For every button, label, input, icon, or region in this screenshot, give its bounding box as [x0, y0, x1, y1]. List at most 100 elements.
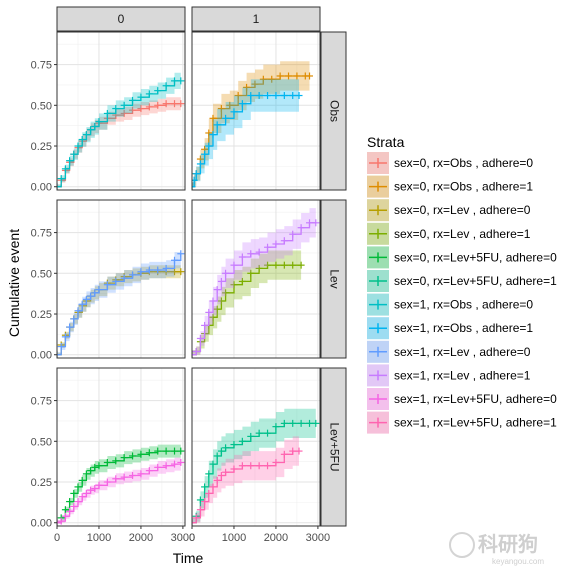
data-point	[230, 465, 238, 473]
data-point	[70, 315, 78, 323]
legend-label: sex=1, rx=Lev+5FU, adhere=1	[394, 416, 557, 430]
data-point	[91, 289, 99, 297]
data-point	[192, 519, 196, 526]
data-point	[192, 351, 196, 358]
data-point	[255, 264, 263, 272]
y-tick-label: 0.00	[31, 182, 52, 194]
legend-label: sex=1, rx=Lev , adhere=0	[394, 345, 531, 359]
data-point	[177, 250, 185, 258]
data-point	[280, 92, 288, 100]
data-point	[201, 498, 209, 506]
data-point	[120, 274, 128, 282]
legend-label: sex=1, rx=Lev+5FU, adhere=0	[394, 392, 557, 406]
data-point	[103, 458, 111, 466]
data-point	[129, 271, 137, 279]
data-point	[209, 460, 217, 468]
data-point	[66, 507, 74, 515]
panel-background	[57, 200, 185, 358]
data-point	[112, 475, 120, 483]
data-point	[272, 92, 280, 100]
data-point	[154, 447, 162, 455]
data-point	[205, 142, 213, 150]
data-point	[171, 268, 179, 276]
panel-1-1	[191, 199, 321, 359]
data-point	[145, 103, 153, 111]
data-point	[70, 489, 78, 497]
data-point	[205, 308, 213, 316]
data-point	[192, 183, 196, 190]
data-point	[154, 463, 162, 471]
data-point	[238, 253, 246, 261]
data-point	[162, 447, 170, 455]
data-point	[222, 289, 230, 297]
x-tick-label: 1000	[222, 532, 246, 544]
data-point	[66, 157, 74, 165]
legend-item-2: sex=0, rx=Lev , adhere=0	[367, 199, 531, 222]
confidence-band	[57, 72, 181, 187]
strip-background	[191, 6, 321, 32]
legend-item-1: sex=0, rx=Obs , adhere=1	[367, 175, 533, 198]
panel-0-1	[191, 31, 321, 191]
legend-label: sex=0, rx=Lev+5FU, adhere=1	[394, 274, 557, 288]
data-point	[82, 295, 90, 303]
panel-background	[57, 32, 185, 190]
data-point	[306, 72, 314, 80]
data-point	[78, 493, 86, 501]
data-point	[213, 121, 221, 129]
x-tick-label: 3000	[306, 532, 330, 544]
strip-background	[320, 367, 347, 527]
legend-item-9: sex=1, rx=Lev , adhere=1	[367, 364, 531, 387]
watermark-logo-icon	[449, 532, 475, 558]
data-point	[57, 351, 61, 358]
data-point	[255, 248, 263, 256]
data-point	[145, 449, 153, 457]
step-line	[192, 422, 316, 524]
legend-item-7: sex=1, rx=Obs , adhere=1	[367, 317, 533, 340]
data-point	[297, 261, 305, 269]
y-tick-label: 0.50	[31, 436, 52, 448]
data-point	[230, 261, 238, 269]
data-point	[264, 92, 272, 100]
data-point	[289, 261, 297, 269]
column-strip-0: 0	[56, 6, 186, 32]
data-point	[268, 75, 276, 83]
data-point	[74, 483, 82, 491]
confidence-band	[192, 79, 299, 187]
y-axis-title: Cumulative event	[6, 229, 22, 337]
data-point	[78, 300, 86, 308]
watermark-subtext: keyangou.com	[492, 557, 544, 566]
data-point	[280, 261, 288, 269]
panel-2-0	[56, 367, 186, 527]
data-point	[209, 114, 217, 122]
panel-border	[56, 199, 186, 359]
data-point	[177, 268, 185, 276]
data-point	[192, 170, 200, 178]
data-point	[217, 105, 225, 113]
data-point	[213, 452, 221, 460]
data-point	[196, 506, 204, 514]
data-point	[306, 219, 314, 227]
data-point	[171, 100, 179, 108]
data-point	[162, 264, 170, 272]
data-point	[70, 150, 78, 158]
data-point	[162, 462, 170, 470]
data-point	[87, 126, 95, 134]
confidence-band	[192, 250, 302, 355]
panel-border	[56, 31, 186, 191]
data-point	[251, 80, 259, 88]
data-point	[103, 109, 111, 117]
data-point	[74, 307, 82, 315]
panel-data	[192, 61, 314, 190]
y-tick-label: 0.75	[31, 396, 52, 408]
data-point	[66, 323, 74, 331]
legend-item-4: sex=0, rx=Lev+5FU, adhere=0	[367, 246, 557, 269]
axes: 0.00 0.25 0.50 0.75 0.00 0.25 0.50 0.75 0.00 0.25…	[31, 60, 331, 544]
data-point	[209, 297, 217, 305]
panel-border	[191, 199, 321, 359]
data-point	[280, 419, 288, 427]
data-point	[280, 237, 288, 245]
data-point	[230, 441, 238, 449]
data-point	[177, 447, 185, 455]
data-point	[312, 219, 320, 227]
